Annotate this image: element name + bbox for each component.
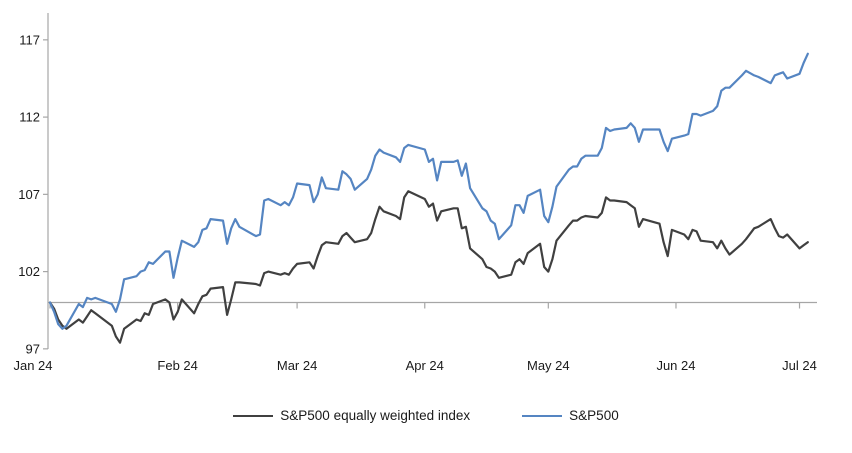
x-tick-label: Jul 24 — [782, 358, 817, 373]
x-tick-label: Feb 24 — [157, 358, 197, 373]
legend-swatch-equal-weight — [233, 414, 274, 417]
chart-legend: S&P500 equally weighted index S&P500 — [0, 408, 852, 423]
x-tick-label: Jan 24 — [13, 358, 52, 373]
legend-item-sp500: S&P500 — [522, 408, 619, 423]
y-tick-label: 97 — [26, 341, 40, 356]
y-tick-label: 102 — [18, 264, 40, 279]
legend-item-equal-weight: S&P500 equally weighted index — [233, 408, 470, 423]
y-tick-label: 107 — [18, 187, 40, 202]
x-tick-label: May 24 — [527, 358, 570, 373]
y-tick-label: 117 — [19, 32, 40, 47]
legend-label-sp500: S&P500 — [569, 408, 619, 423]
series-line-equal-weight — [48, 190, 809, 344]
x-tick-label: Jun 24 — [656, 358, 695, 373]
x-tick-label: Apr 24 — [406, 358, 444, 373]
y-tick-label: 112 — [19, 110, 40, 125]
x-tick-label: Mar 24 — [277, 358, 317, 373]
legend-swatch-sp500 — [522, 414, 563, 417]
series-line-sp500 — [48, 52, 809, 330]
legend-label-equal-weight: S&P500 equally weighted index — [280, 408, 471, 423]
